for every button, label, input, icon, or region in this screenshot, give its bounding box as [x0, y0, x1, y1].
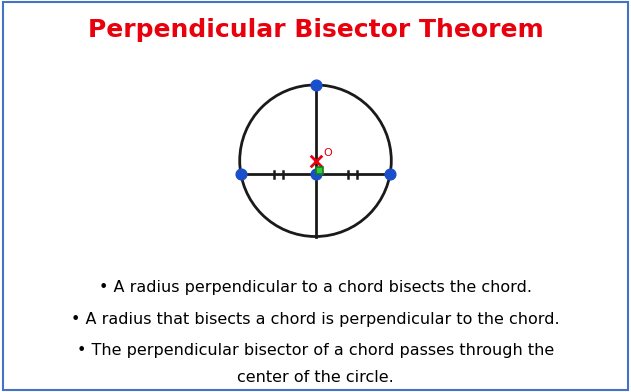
Point: [236, 171, 246, 178]
Text: center of the circle.: center of the circle.: [237, 370, 394, 385]
Text: • A radius perpendicular to a chord bisects the chord.: • A radius perpendicular to a chord bise…: [99, 280, 532, 295]
Point: [385, 171, 395, 178]
Text: Perpendicular Bisector Theorem: Perpendicular Bisector Theorem: [88, 18, 543, 42]
Text: • The perpendicular bisector of a chord passes through the: • The perpendicular bisector of a chord …: [77, 343, 554, 358]
Point: [310, 82, 321, 88]
Text: • A radius that bisects a chord is perpendicular to the chord.: • A radius that bisects a chord is perpe…: [71, 312, 560, 327]
Point: [310, 171, 321, 178]
Point: [310, 158, 321, 164]
Bar: [316, 167, 323, 174]
Text: O: O: [323, 148, 332, 158]
